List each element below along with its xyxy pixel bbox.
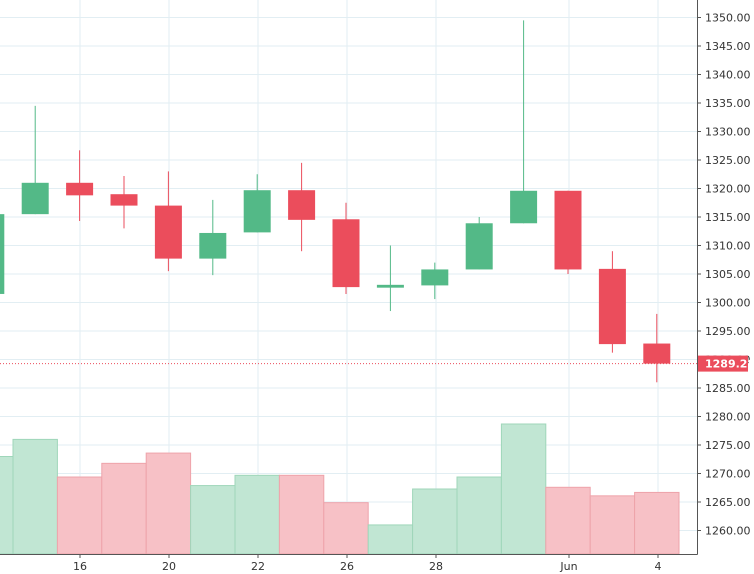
volume-bar [545, 486, 591, 555]
grid [0, 0, 697, 554]
candle-body [376, 284, 404, 288]
y-tick-label: 1300.00 [705, 297, 751, 310]
y-tick-label: 1315.00 [705, 211, 751, 224]
y-tick-label: 1280.00 [705, 411, 751, 424]
x-tick-label: 4 [655, 560, 662, 573]
volume-bar [323, 502, 369, 555]
y-tick-label: 1350.00 [705, 12, 751, 25]
candles [0, 20, 671, 383]
volume-bar [56, 476, 103, 555]
volume-bar [278, 474, 325, 555]
volume-bar [634, 491, 680, 555]
x-tick-label: 16 [73, 560, 87, 573]
candle-body [21, 182, 49, 215]
y-tick-label: 1295.00 [705, 325, 751, 338]
y-tick-label: 1345.00 [705, 40, 751, 53]
candle-body [288, 190, 316, 220]
y-tick-label: 1325.00 [705, 154, 751, 167]
last-price-label: 1289.28 [705, 358, 754, 371]
y-tick-label: 1320.00 [705, 183, 751, 196]
candle-body [154, 205, 182, 259]
candle-body [554, 190, 582, 270]
volume-bar [101, 462, 147, 555]
y-tick-label: 1260.00 [705, 525, 751, 538]
x-tick-label: Jun [559, 560, 577, 573]
last-price-badge: 1289.28 [698, 355, 754, 372]
axes [0, 0, 701, 558]
volume-bars [0, 423, 680, 555]
volume-bar [456, 476, 502, 555]
y-tick-label: 1310.00 [705, 240, 751, 253]
y-tick-label: 1275.00 [705, 439, 751, 452]
x-tick-label: 22 [251, 560, 265, 573]
y-tick-label: 1330.00 [705, 126, 751, 139]
candle-body [465, 223, 493, 270]
volume-bar [234, 474, 280, 555]
volume-bar [12, 438, 58, 555]
volume-bar [412, 488, 458, 555]
x-tick-label: 26 [340, 560, 354, 573]
x-tick-label: 28 [429, 560, 443, 573]
volume-bar [589, 495, 636, 555]
candle-body [66, 182, 94, 196]
y-axis-tick-labels: 1260.00 1265.00 1270.00 1275.00 1280.00 1285.… [705, 12, 751, 538]
volume-bar [500, 423, 547, 555]
last-price-badge-bg [698, 355, 748, 372]
candle-body [510, 190, 538, 224]
volume-bar [145, 452, 192, 555]
volume-bar [367, 524, 414, 555]
y-tick-label: 1270.00 [705, 468, 751, 481]
y-tick-label: 1335.00 [705, 97, 751, 110]
candle-body [643, 343, 671, 364]
candle-body [243, 190, 271, 233]
x-axis-tick-labels: 16 20 22 26 28 Jun 4 [73, 560, 662, 573]
y-tick-label: 1340.00 [705, 69, 751, 82]
y-tick-label: 1265.00 [705, 496, 751, 509]
candle-body [110, 194, 138, 206]
x-tick-label: 20 [162, 560, 176, 573]
candle-body [421, 269, 449, 286]
volume-bar [0, 456, 14, 555]
candle-body [199, 232, 227, 259]
candle-body [332, 219, 360, 288]
y-tick-label: 1305.00 [705, 268, 751, 281]
candle-body [598, 268, 626, 345]
y-tick-label: 1285.00 [705, 382, 751, 395]
candle-body [0, 214, 5, 294]
volume-bar [190, 485, 236, 555]
